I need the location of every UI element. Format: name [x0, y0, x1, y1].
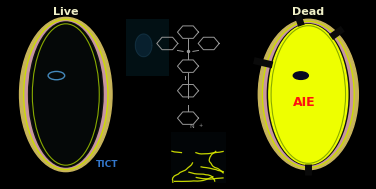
Ellipse shape [263, 22, 354, 167]
Ellipse shape [267, 24, 349, 165]
Ellipse shape [24, 20, 108, 169]
Ellipse shape [258, 19, 358, 170]
Ellipse shape [269, 25, 348, 164]
Bar [126, 19, 169, 76]
Text: AIE: AIE [293, 96, 316, 108]
Bar [171, 132, 226, 183]
Polygon shape [135, 34, 152, 57]
Circle shape [293, 72, 308, 79]
Text: +: + [198, 123, 202, 128]
Text: TICT: TICT [96, 160, 118, 169]
Ellipse shape [20, 17, 112, 172]
Text: Dead: Dead [292, 7, 324, 17]
Text: N: N [190, 124, 194, 129]
Text: Live: Live [53, 7, 79, 17]
Ellipse shape [29, 22, 103, 167]
Ellipse shape [30, 23, 102, 166]
